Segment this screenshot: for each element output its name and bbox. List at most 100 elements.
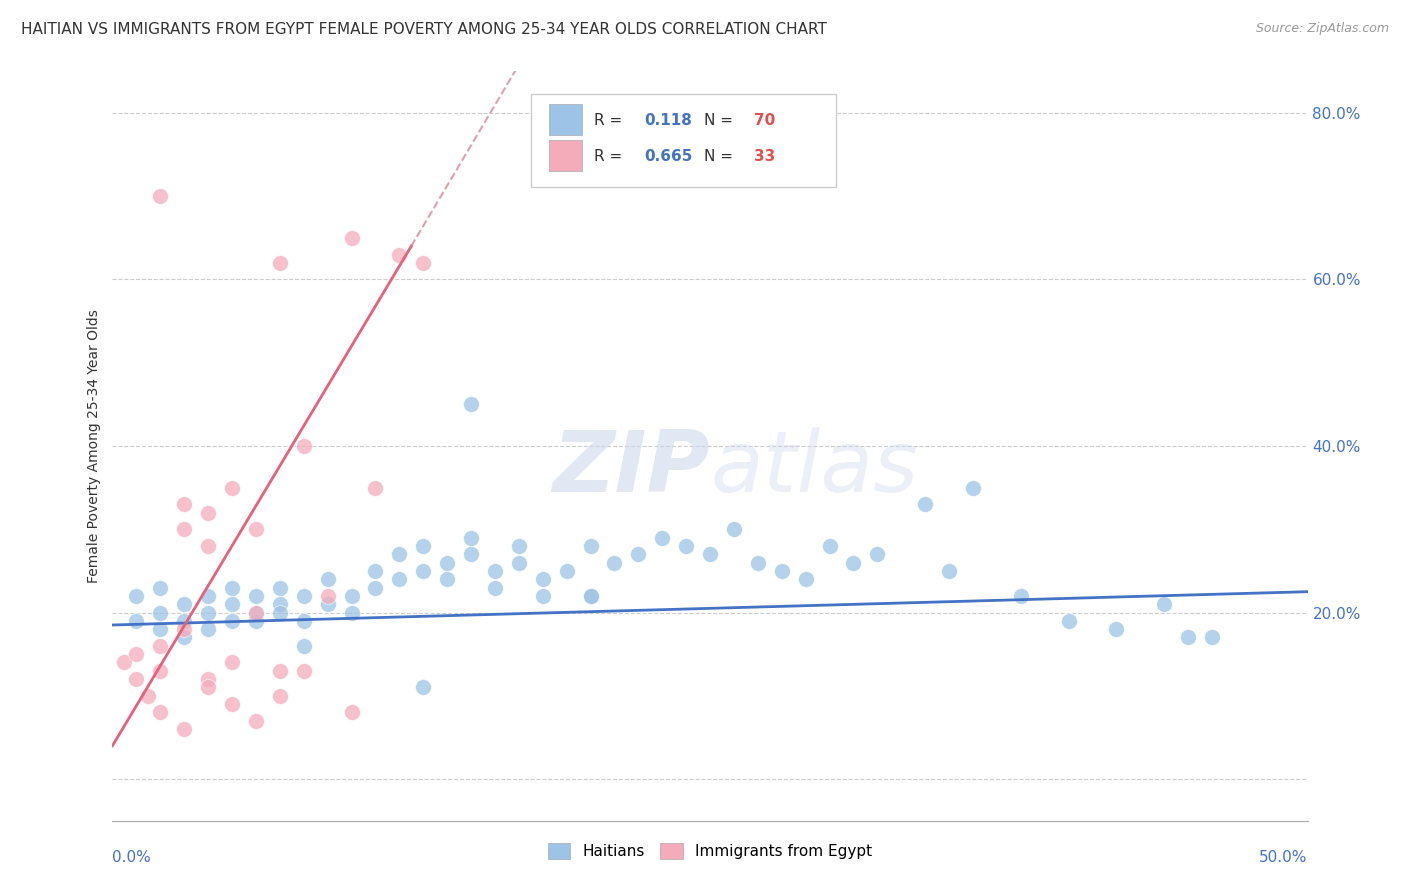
Point — [603, 556, 626, 570]
Text: R =: R = — [595, 149, 627, 163]
Legend: Haitians, Immigrants from Egypt: Haitians, Immigrants from Egypt — [541, 838, 879, 865]
Point — [245, 606, 267, 620]
Point — [269, 606, 291, 620]
Point — [579, 589, 602, 603]
Text: 0.665: 0.665 — [644, 149, 693, 163]
Point — [1010, 589, 1032, 603]
Point — [842, 556, 865, 570]
Point — [579, 589, 602, 603]
Point — [197, 506, 219, 520]
Point — [1201, 631, 1223, 645]
Point — [675, 539, 697, 553]
Point — [138, 689, 160, 703]
Point — [149, 189, 172, 203]
Text: 50.0%: 50.0% — [1260, 850, 1308, 864]
Point — [316, 597, 339, 611]
Point — [292, 639, 315, 653]
Point — [316, 589, 339, 603]
Point — [125, 672, 148, 686]
Point — [436, 556, 458, 570]
Point — [292, 664, 315, 678]
Point — [245, 606, 267, 620]
Point — [173, 497, 195, 511]
Point — [269, 664, 291, 678]
Point — [173, 631, 195, 645]
Point — [484, 564, 506, 578]
Point — [508, 556, 530, 570]
Point — [388, 547, 411, 561]
Point — [340, 606, 363, 620]
Point — [388, 572, 411, 586]
Point — [1177, 631, 1199, 645]
Point — [316, 572, 339, 586]
Point — [938, 564, 960, 578]
Point — [197, 589, 219, 603]
Point — [221, 581, 243, 595]
Point — [149, 664, 172, 678]
Point — [269, 256, 291, 270]
Y-axis label: Female Poverty Among 25-34 Year Olds: Female Poverty Among 25-34 Year Olds — [87, 309, 101, 583]
Point — [149, 706, 172, 720]
Point — [747, 556, 769, 570]
Point — [149, 622, 172, 636]
Point — [292, 589, 315, 603]
Point — [269, 689, 291, 703]
Point — [173, 622, 195, 636]
Point — [340, 589, 363, 603]
Point — [484, 581, 506, 595]
Point — [197, 622, 219, 636]
Point — [412, 681, 434, 695]
FancyBboxPatch shape — [548, 139, 582, 171]
Text: Source: ZipAtlas.com: Source: ZipAtlas.com — [1256, 22, 1389, 36]
Point — [292, 614, 315, 628]
Point — [388, 247, 411, 261]
Point — [197, 672, 219, 686]
Text: atlas: atlas — [710, 427, 918, 510]
Text: 0.118: 0.118 — [644, 112, 692, 128]
Text: ZIP: ZIP — [553, 427, 710, 510]
Point — [914, 497, 936, 511]
Point — [221, 656, 243, 670]
Point — [460, 397, 482, 411]
Point — [197, 606, 219, 620]
Text: HAITIAN VS IMMIGRANTS FROM EGYPT FEMALE POVERTY AMONG 25-34 YEAR OLDS CORRELATIO: HAITIAN VS IMMIGRANTS FROM EGYPT FEMALE … — [21, 22, 827, 37]
Point — [412, 539, 434, 553]
Point — [173, 522, 195, 536]
Text: N =: N = — [704, 149, 738, 163]
FancyBboxPatch shape — [548, 103, 582, 135]
Point — [245, 589, 267, 603]
Point — [770, 564, 793, 578]
Point — [1105, 622, 1128, 636]
Point — [245, 522, 267, 536]
Point — [114, 656, 135, 670]
Point — [173, 722, 195, 736]
Point — [460, 531, 482, 545]
Point — [197, 539, 219, 553]
Point — [245, 714, 267, 728]
Text: R =: R = — [595, 112, 627, 128]
Point — [221, 697, 243, 711]
Point — [460, 547, 482, 561]
Point — [531, 572, 554, 586]
Point — [197, 681, 219, 695]
Point — [627, 547, 650, 561]
Text: 70: 70 — [754, 112, 776, 128]
Point — [699, 547, 721, 561]
Point — [221, 481, 243, 495]
Point — [962, 481, 984, 495]
Point — [555, 564, 578, 578]
Point — [531, 589, 554, 603]
Point — [364, 564, 387, 578]
Point — [1057, 614, 1080, 628]
Text: 0.0%: 0.0% — [112, 850, 152, 864]
Point — [340, 706, 363, 720]
Point — [723, 522, 745, 536]
Point — [221, 614, 243, 628]
Point — [125, 614, 148, 628]
Text: N =: N = — [704, 112, 738, 128]
Point — [245, 614, 267, 628]
Point — [149, 581, 172, 595]
Point — [436, 572, 458, 586]
Point — [221, 597, 243, 611]
Point — [866, 547, 889, 561]
